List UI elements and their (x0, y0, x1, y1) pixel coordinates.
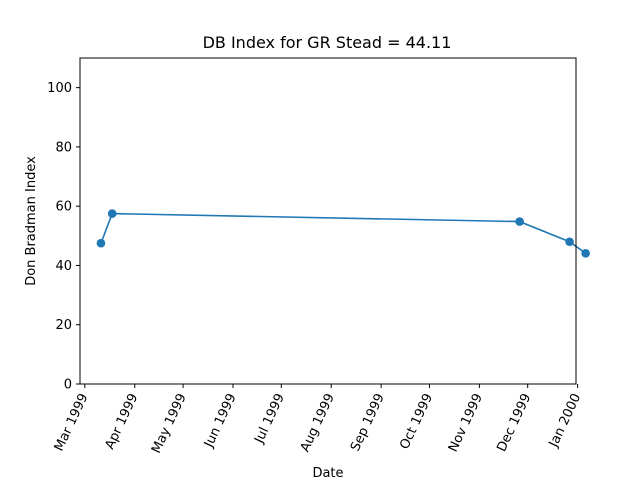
x-tick-label: Apr 1999 (103, 391, 142, 451)
plot-area: 0 20 40 60 80 100 Mar 1999 Apr 1999 May 1999 Jun … (47, 57, 590, 456)
data-point (581, 248, 590, 258)
data-point (96, 238, 106, 248)
x-tick-label: May 1999 (149, 391, 190, 455)
y-tick-label: 100 (47, 81, 72, 96)
plot-frame (79, 57, 577, 385)
x-tick-label: Jan 2000 (546, 391, 584, 450)
x-tick-label: Dec 1999 (494, 391, 534, 454)
x-tick-label: Nov 1999 (446, 391, 486, 454)
data-point (565, 237, 574, 247)
data-point (515, 217, 524, 226)
x-tick-label: Mar 1999 (52, 391, 92, 453)
data-point (107, 209, 117, 218)
x-axis-title: Date (312, 466, 343, 480)
y-tick-label: 40 (55, 259, 72, 274)
series-line (100, 212, 587, 254)
x-tick-label: Aug 1999 (298, 391, 338, 454)
x-tick-label: Sep 1999 (348, 391, 388, 453)
y-tick-label: 0 (64, 378, 72, 393)
y-axis-title: Don Bradman Index (24, 156, 39, 286)
x-tick-label: Jun 1999 (201, 391, 239, 450)
x-tick-label: Jul 1999 (252, 391, 288, 446)
y-tick-label: 80 (55, 140, 72, 155)
x-tick-label: Oct 1999 (397, 391, 436, 451)
y-tick-label: 60 (55, 200, 72, 215)
chart-title: DB Index for GR Stead = 44.11 (203, 33, 452, 52)
y-tick-label: 20 (55, 318, 72, 333)
